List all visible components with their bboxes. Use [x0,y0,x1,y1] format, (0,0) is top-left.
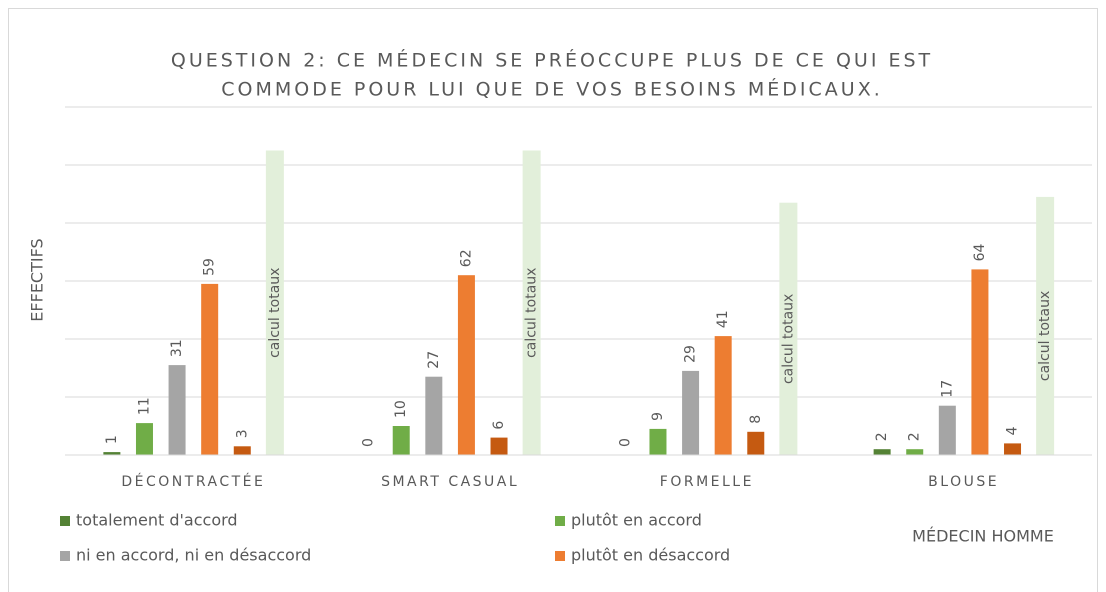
value-label: 0 [361,438,377,447]
value-label: 1 [104,435,120,444]
value-label: 11 [136,397,152,415]
legend-label: totalement d'accord [76,511,238,530]
value-label: 9 [650,412,666,421]
bar [1004,443,1022,455]
x-tick-label: DÉCONTRACTÉE [121,473,265,490]
value-label: 41 [715,310,731,328]
bar [168,365,186,455]
value-label: 8 [748,415,764,424]
legend-label: ni en accord, ni en désaccord [76,546,311,565]
value-label: 31 [169,339,185,357]
bar [392,426,410,455]
bar [649,428,667,455]
legend-swatch [60,551,70,561]
bar [747,431,765,455]
value-label: 64 [972,243,988,261]
bar [457,275,475,455]
x-tick-label: BLOUSE [928,474,999,490]
value-label: 0 [617,438,633,447]
bar [135,423,153,455]
chart-border [8,8,1098,592]
bar [522,150,541,455]
value-label: 3 [234,429,250,438]
bar [233,446,251,455]
annotation: MÉDECIN HOMME [912,527,1054,546]
value-label: 2 [907,432,923,441]
legend-swatch [60,516,70,526]
bar-series-label: calcul totaux [524,268,540,358]
bar-series-label: calcul totaux [267,268,283,358]
bar [1036,196,1055,455]
value-label: 27 [426,351,442,369]
bar [201,283,219,455]
value-label: 2 [874,432,890,441]
bar [265,150,284,455]
value-label: 6 [491,421,507,430]
bar-series-label: calcul totaux [1037,291,1053,381]
legend-swatch [555,551,565,561]
chart-title: COMMODE POUR LUI QUE DE VOS BESOINS MÉDI… [221,78,883,101]
bar [779,202,798,455]
value-label: 4 [1005,426,1021,435]
bar [971,269,989,455]
legend-label: plutôt en désaccord [571,546,730,565]
bar [490,437,508,455]
value-label: 17 [939,380,955,398]
legend-swatch [555,516,565,526]
bar [906,449,924,455]
bar [938,405,956,455]
bar [682,370,700,455]
bar [103,452,121,455]
bar [714,336,732,455]
x-tick-label: SMART CASUAL [381,474,519,490]
bar-series-label: calcul totaux [780,294,796,384]
chart-title: QUESTION 2: CE MÉDECIN SE PRÉOCCUPE PLUS… [171,49,933,72]
legend-label: plutôt en accord [571,511,702,530]
bar [873,449,891,455]
bar [425,376,443,455]
value-label: 59 [202,258,218,276]
x-tick-label: FORMELLE [660,474,754,490]
value-label: 29 [683,345,699,363]
value-label: 10 [393,400,409,418]
value-label: 62 [458,249,474,267]
y-axis-label: EFFECTIFS [28,238,47,321]
